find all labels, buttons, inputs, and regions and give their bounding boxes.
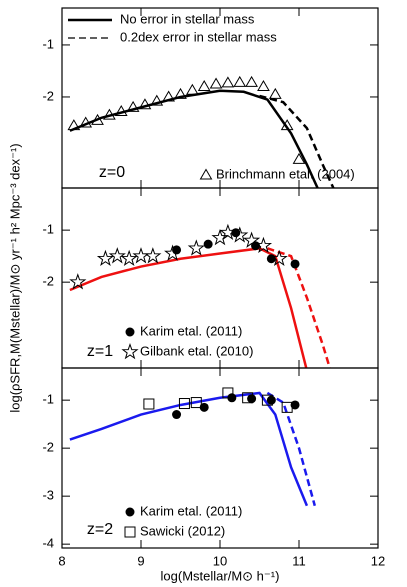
marker-star [144,247,162,264]
plot-area [69,223,332,368]
marker-star [254,236,273,254]
marker-triangle [245,75,258,87]
marker-triangle [292,152,306,164]
marker-triangle [114,105,128,117]
marker-square [178,398,190,410]
x-tick-label: 9 [137,553,144,568]
marker-triangle [197,80,211,92]
x-axis-label: log(Mstellar/M⊙ h⁻¹) [161,568,280,583]
line [267,247,332,368]
line [259,94,335,188]
legend-label: No error in stellar mass [120,11,255,26]
marker-star [219,223,237,241]
marker-triangle [209,77,223,89]
marker-square [281,401,293,413]
legend-marker [199,168,213,180]
legend-marker [124,526,136,538]
legend-label: Sawicki (2012) [140,523,225,538]
marker-square [261,394,273,406]
marker-star [96,249,115,267]
marker-star [231,226,249,243]
marker-star [187,239,205,256]
x-tick-label: 10 [213,553,227,568]
y-tick-label: -1 [42,36,54,51]
line [266,391,317,507]
marker-circle [290,259,300,269]
marker-square [143,398,155,410]
x-tick-label: 11 [292,553,306,568]
marker-triangle [221,76,235,88]
marker-triangle [150,94,164,106]
plot-area [67,75,335,188]
legend-marker [125,327,135,337]
marker-star [108,247,126,264]
legend-marker [125,507,135,517]
y-tick-label: -2 [42,274,54,289]
marker-circle [172,410,182,420]
y-tick-label: -1 [42,392,54,407]
marker-triangle [162,90,176,102]
marker-triangle [138,98,152,110]
marker-star [270,249,288,267]
panel-annotation: z=2 [87,521,113,538]
panel-frame [61,187,379,369]
marker-star [211,228,229,246]
marker-triangle [67,119,81,131]
line [69,247,308,368]
marker-triangle [257,80,270,92]
legend-label: Gilbank etal. (2010) [140,343,253,358]
plot-area [69,387,317,507]
legend-marker [121,342,139,360]
marker-star [132,247,150,264]
x-tick-label: 8 [58,553,65,568]
marker-circle [203,239,213,249]
marker-triangle [103,108,116,120]
y-tick-label: -1 [42,222,54,237]
marker-triangle [91,113,104,125]
legend-label: 0.2dex error in stellar mass [120,29,277,44]
marker-triangle [268,87,282,99]
marker-square [242,392,254,404]
marker-circle [247,394,257,404]
panel-annotation: z=0 [99,164,125,181]
panel-annotation: z=1 [87,343,113,360]
marker-triangle [280,119,294,131]
marker-star [164,244,182,261]
marker-triangle [126,100,140,112]
y-tick-label: -3 [42,488,54,503]
legend-label: Brinchmann etal. (2004) [216,166,355,181]
marker-square [190,397,202,409]
marker-triangle [174,87,187,99]
marker-triangle [79,116,93,128]
marker-star [243,231,261,248]
marker-triangle [233,75,247,87]
marker-star [120,249,138,267]
marker-triangle [185,83,199,95]
y-axis-label: log(ρSFR,M(Mstellar)/M⊙ yr⁻¹ h² Mpc⁻³ de… [7,143,22,412]
y-tick-label: -2 [42,440,54,455]
y-tick-label: -2 [42,88,54,103]
legend-label: Karim etal. (2011) [140,503,242,518]
marker-circle [266,395,276,405]
marker-circle [199,402,209,412]
x-tick-label: 12 [371,553,385,568]
marker-circle [290,400,300,410]
line [69,391,309,507]
legend-label: Karim etal. (2011) [140,323,242,338]
marker-star [69,273,87,290]
marker-square [222,387,234,399]
line [69,89,319,188]
y-tick-label: -4 [42,536,54,551]
